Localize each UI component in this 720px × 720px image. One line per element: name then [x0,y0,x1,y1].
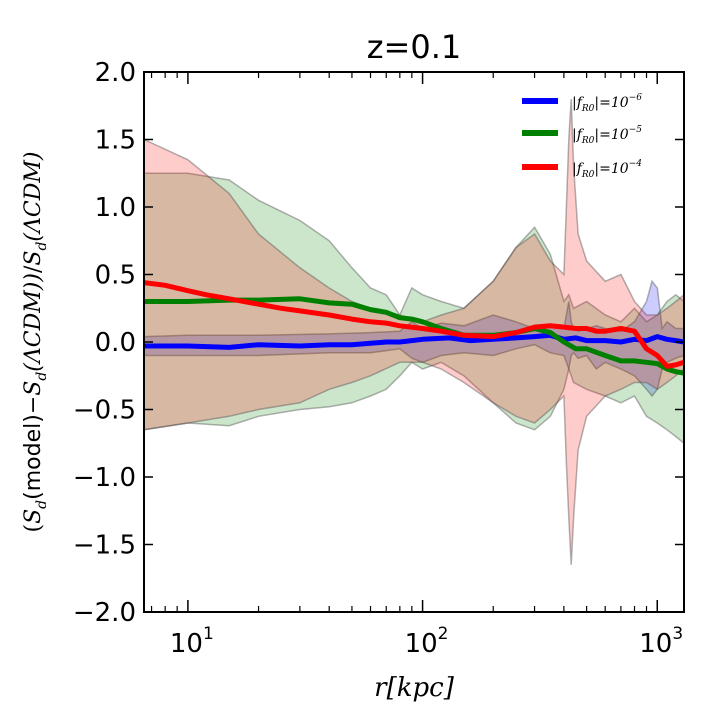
y-tick-label: 2.0 [95,58,136,88]
series-lines [143,280,685,376]
legend-label-series-3: |fR0|=10−4 [572,159,642,180]
y-tick-label: −1.5 [73,531,136,561]
x-tick-label: 102 [405,624,449,659]
chart-title: z=0.1 [367,28,462,66]
y-tick-label: 0.0 [95,328,136,358]
y-tick-label: −0.5 [73,396,136,426]
y-tick-label: 1.5 [95,126,136,156]
legend-label-series-1: |fR0|=10−6 [572,93,642,114]
x-tick-label: 103 [639,624,683,659]
y-tick-label: 1.0 [95,193,136,223]
axis-ticks: 2.0 1.5 1.0 0.5 0.0 −0.5 −1.0 −1.5 −2.0 101 102 103 [73,58,684,659]
y-tick-label: −2.0 [73,598,136,628]
x-tick-label: 101 [170,624,214,659]
y-axis-label: (Sd(model)−Sd(ΛCDM))/Sd(ΛCDM) [21,152,50,533]
line-series-3 [143,280,685,369]
legend: |fR0|=10−6 |fR0|=10−5 |fR0|=10−4 [522,93,642,180]
legend-label-series-2: |fR0|=10−5 [572,125,642,146]
x-axis-label: r[kpc] [374,673,455,703]
y-tick-label: −1.0 [73,463,136,493]
y-tick-label: 0.5 [95,261,136,291]
